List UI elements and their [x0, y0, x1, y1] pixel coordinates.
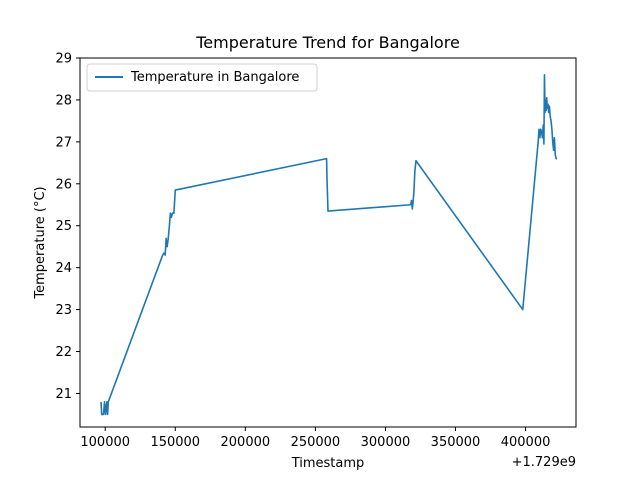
x-tick-label: 400000 — [501, 435, 551, 450]
legend-entry-label: Temperature in Bangalore — [130, 70, 299, 85]
y-tick-label: 24 — [55, 261, 72, 276]
y-axis-label: Temperature (°C) — [33, 186, 48, 299]
series-line-temperature — [100, 73, 557, 416]
x-tick-label: 200000 — [221, 435, 271, 450]
y-axis: 21 22 23 24 25 26 27 28 29 — [55, 52, 80, 402]
y-tick-label: 27 — [55, 135, 72, 150]
y-tick-label: 23 — [55, 303, 72, 318]
x-tick-label: 150000 — [150, 435, 200, 450]
chart-title: Temperature Trend for Bangalore — [195, 33, 460, 52]
x-tick-label: 300000 — [361, 435, 411, 450]
x-tick-label: 100000 — [80, 435, 130, 450]
x-axis: 100000 150000 200000 250000 300000 350000 4000… — [80, 427, 550, 450]
y-tick-label: 28 — [55, 93, 72, 108]
plot-frame — [79, 57, 577, 428]
y-tick-label: 22 — [55, 345, 72, 360]
x-tick-label: 250000 — [291, 435, 341, 450]
x-axis-label: Timestamp — [291, 456, 365, 471]
y-tick-label: 26 — [55, 177, 72, 192]
plot-area — [100, 73, 557, 416]
y-tick-label: 25 — [55, 219, 72, 234]
x-tick-label: 350000 — [431, 435, 481, 450]
y-tick-label: 21 — [55, 387, 72, 402]
x-axis-offset-label: +1.729e9 — [512, 455, 576, 470]
y-tick-label: 29 — [55, 52, 72, 67]
legend-box — [86, 63, 318, 92]
legend: Temperature in Bangalore — [86, 63, 318, 92]
